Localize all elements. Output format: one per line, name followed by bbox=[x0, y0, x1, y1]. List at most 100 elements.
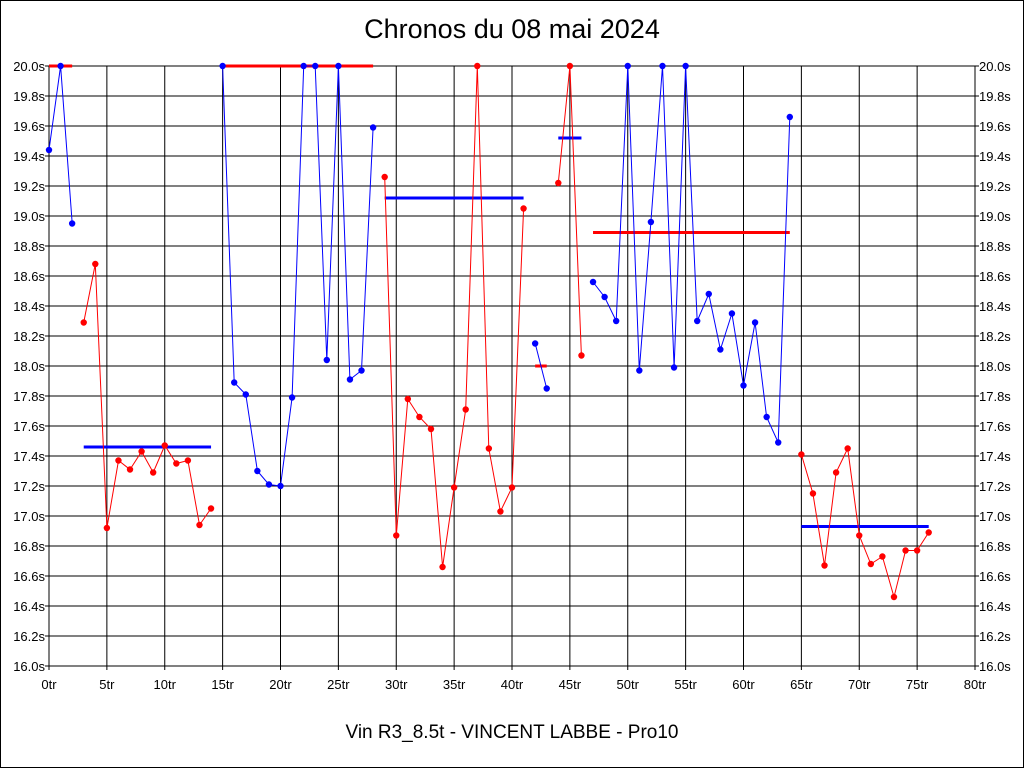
data-point bbox=[508, 484, 516, 491]
y-tick-label-right: 18.0s bbox=[979, 359, 1011, 374]
x-tick-label: 20tr bbox=[269, 677, 292, 692]
data-point bbox=[520, 205, 527, 212]
y-tick-label: 18.8s bbox=[13, 239, 45, 254]
data-point bbox=[902, 547, 909, 554]
data-point bbox=[231, 379, 238, 386]
data-point bbox=[543, 385, 550, 392]
series-line-blue bbox=[222, 65, 374, 487]
y-tick-label: 17.0s bbox=[13, 509, 45, 524]
data-point bbox=[462, 406, 469, 413]
data-point bbox=[404, 395, 412, 403]
x-tick-label: 75tr bbox=[906, 677, 929, 692]
y-tick-label: 16.6s bbox=[13, 569, 45, 584]
data-point bbox=[485, 445, 493, 452]
y-tick-label-right: 16.8s bbox=[979, 539, 1011, 554]
data-point bbox=[647, 218, 655, 226]
series-line-red bbox=[800, 446, 930, 599]
data-point bbox=[219, 62, 226, 70]
data-point bbox=[474, 62, 481, 70]
y-tick-label: 19.2s bbox=[13, 179, 45, 194]
y-tick-label-right: 16.6s bbox=[979, 569, 1011, 584]
data-point bbox=[751, 319, 759, 326]
x-tick-label: 45tr bbox=[559, 677, 582, 692]
y-tick-label: 20.0s bbox=[13, 59, 45, 74]
data-point bbox=[196, 521, 203, 529]
data-point bbox=[578, 352, 585, 359]
chart-xlabel: Vin R3_8.5t - VINCENT LABBE - Pro10 bbox=[345, 722, 679, 743]
data-point bbox=[694, 317, 701, 325]
data-point bbox=[277, 482, 284, 490]
data-point bbox=[300, 62, 307, 70]
x-tick-label: 65tr bbox=[790, 677, 813, 692]
y-tick-label-right: 18.8s bbox=[979, 239, 1011, 254]
x-tick-label: 40tr bbox=[501, 677, 524, 692]
data-point bbox=[381, 173, 388, 181]
y-tick-label: 18.6s bbox=[13, 269, 45, 284]
data-point bbox=[832, 469, 840, 476]
data-point bbox=[705, 290, 712, 298]
y-tick-label: 16.4s bbox=[13, 599, 45, 614]
y-tick-label-right: 19.4s bbox=[979, 149, 1011, 164]
data-point bbox=[566, 62, 574, 70]
data-point bbox=[416, 413, 423, 421]
y-tick-label-right: 17.6s bbox=[979, 419, 1011, 434]
data-point bbox=[844, 445, 851, 452]
data-point bbox=[393, 532, 400, 539]
data-point bbox=[856, 532, 863, 539]
y-tick-label: 16.8s bbox=[13, 539, 45, 554]
data-point bbox=[531, 340, 539, 347]
y-tick-label-right: 18.6s bbox=[979, 269, 1011, 284]
data-point bbox=[242, 391, 249, 398]
data-point bbox=[821, 562, 828, 569]
series-line-blue bbox=[48, 65, 73, 224]
data-point bbox=[624, 62, 631, 70]
y-tick-label-right: 16.4s bbox=[979, 599, 1011, 614]
data-point bbox=[670, 364, 678, 371]
data-point bbox=[335, 62, 342, 70]
chart-title: Chronos du 08 mai 2024 bbox=[364, 14, 660, 44]
x-tick-label: 10tr bbox=[154, 677, 177, 692]
data-point bbox=[254, 467, 261, 475]
data-point bbox=[369, 124, 377, 131]
y-tick-label-right: 18.4s bbox=[979, 299, 1011, 314]
data-point bbox=[149, 469, 157, 476]
y-tick-label: 18.4s bbox=[13, 299, 45, 314]
y-tick-label: 16.2s bbox=[13, 629, 45, 644]
data-point bbox=[439, 563, 446, 571]
y-tick-label: 17.4s bbox=[13, 449, 45, 464]
y-tick-label: 17.2s bbox=[13, 479, 45, 494]
data-point bbox=[45, 146, 53, 154]
data-point bbox=[450, 484, 458, 491]
y-tick-label-right: 17.4s bbox=[979, 449, 1011, 464]
series-line-blue bbox=[534, 343, 548, 389]
data-point bbox=[173, 460, 180, 467]
x-tick-label: 70tr bbox=[848, 677, 871, 692]
data-point bbox=[786, 113, 793, 121]
x-tick-label: 0tr bbox=[41, 677, 57, 692]
y-tick-label: 19.4s bbox=[13, 149, 45, 164]
x-tick-label: 60tr bbox=[732, 677, 755, 692]
y-tick-label: 19.8s bbox=[13, 89, 45, 104]
y-tick-label-right: 19.2s bbox=[979, 179, 1011, 194]
data-point bbox=[80, 319, 87, 326]
data-point bbox=[612, 317, 620, 325]
y-tick-label: 19.0s bbox=[13, 209, 45, 224]
x-tick-label: 50tr bbox=[617, 677, 640, 692]
y-tick-label-right: 17.2s bbox=[979, 479, 1011, 494]
y-tick-label: 18.0s bbox=[13, 359, 45, 374]
y-tick-label-right: 17.8s bbox=[979, 389, 1011, 404]
y-tick-label-right: 18.2s bbox=[979, 329, 1011, 344]
data-point bbox=[497, 508, 504, 515]
data-point bbox=[358, 367, 365, 374]
data-point bbox=[92, 260, 99, 268]
x-tick-label: 25tr bbox=[327, 677, 350, 692]
y-tick-label-right: 19.8s bbox=[979, 89, 1011, 104]
data-point bbox=[890, 593, 898, 601]
y-tick-label: 17.8s bbox=[13, 389, 45, 404]
y-tick-label: 17.6s bbox=[13, 419, 45, 434]
data-point bbox=[775, 439, 782, 446]
series-line-blue bbox=[592, 65, 791, 443]
data-point bbox=[115, 457, 122, 464]
data-point bbox=[809, 490, 817, 497]
